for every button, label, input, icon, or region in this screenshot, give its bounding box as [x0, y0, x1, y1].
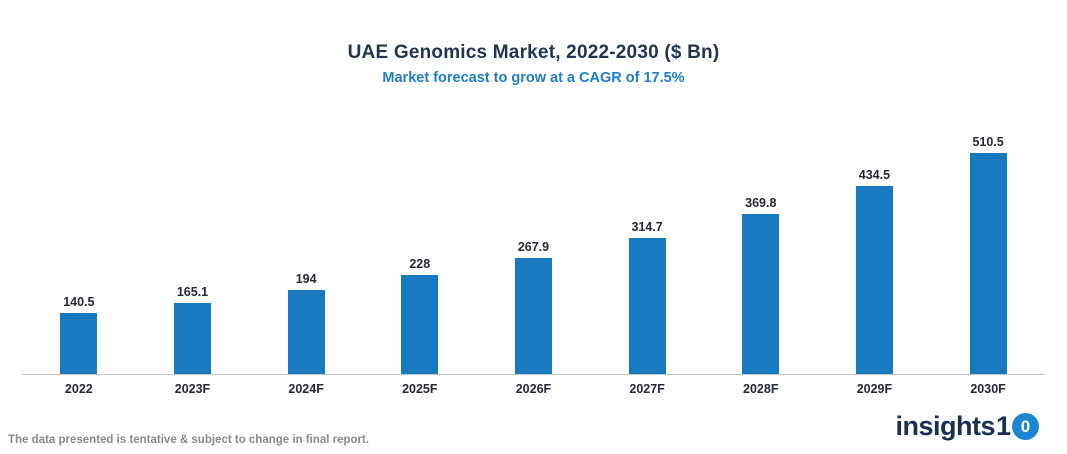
bar-value-label: 434.5 [858, 168, 891, 182]
bar [628, 238, 666, 374]
bar [60, 313, 98, 374]
bar [514, 258, 552, 374]
x-axis-label: 2023F [174, 382, 211, 396]
bar [969, 153, 1007, 374]
x-axis-label: 2027F [629, 382, 665, 396]
logo-text: insights [895, 411, 995, 441]
x-axis-label: 2025F [402, 382, 438, 396]
x-axis-label: 2029F [856, 382, 893, 396]
bar-column: 369.8 [716, 130, 806, 374]
logo-digit-zero-circle: 0 [1012, 413, 1039, 440]
x-axis-label: 2022 [64, 382, 93, 396]
bar-value-label: 140.5 [63, 295, 95, 309]
x-axis-label: 2030F [970, 382, 1006, 396]
bar-column: 510.5 [943, 130, 1033, 374]
bar-column: 165.1 [147, 130, 237, 374]
bar-value-label: 314.7 [631, 220, 663, 234]
x-axis-label: 2024F [288, 382, 324, 396]
bar-column: 194 [261, 130, 351, 374]
bar [401, 275, 439, 374]
bar-column: 434.5 [829, 130, 919, 374]
bar-column: 228 [375, 130, 465, 374]
x-axis-label: 2026F [515, 382, 552, 396]
bar-value-label: 267.9 [517, 240, 550, 254]
bar [855, 186, 893, 374]
x-axis-label: 2028F [743, 382, 779, 396]
x-axis: 2022 2023F 2024F 2025F 2026F 2027F 2028F 2029F 2… [22, 376, 1045, 396]
bar-value-label: 510.5 [972, 135, 1004, 149]
disclaimer-text: The data presented is tentative & subjec… [8, 434, 370, 446]
bar-value-label: 194 [295, 272, 317, 286]
bar-chart-plot-area: 140.5 165.1 194 228 267.9 314.7 369.8 434.5 510.… [22, 130, 1045, 375]
bar-value-label: 165.1 [176, 285, 209, 299]
logo-digit-one: 1 [995, 411, 1011, 441]
chart-title: UAE Genomics Market, 2022-2030 ($ Bn) [347, 42, 720, 63]
insights10-logo: insights 1 0 [895, 411, 1039, 442]
bar-column: 267.9 [488, 130, 578, 374]
bar [287, 290, 325, 374]
chart-subtitle: Market forecast to grow at a CAGR of 17.… [382, 70, 685, 86]
bar-column: 140.5 [34, 130, 124, 374]
bar [173, 303, 211, 374]
bar-column: 314.7 [602, 130, 692, 374]
bar-value-label: 228 [409, 257, 431, 271]
bar-value-label: 369.8 [745, 196, 777, 210]
bar [742, 214, 780, 374]
